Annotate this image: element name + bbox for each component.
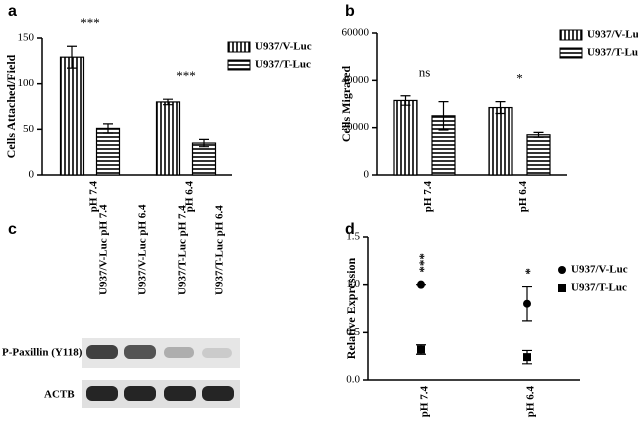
y-axis-label: Relative Expression (344, 257, 358, 359)
band (164, 347, 194, 358)
error-bar (438, 101, 449, 131)
point (417, 345, 425, 354)
panel-letter: a (8, 3, 17, 20)
bar (393, 99, 418, 176)
error-bar (163, 98, 173, 106)
error-bar (495, 101, 506, 115)
significance: * (522, 268, 537, 275)
legend-label: U937/T-Luc (571, 282, 627, 294)
y-tick-label: 1.5 (346, 231, 360, 243)
y-tick-label: 40000 (342, 74, 370, 86)
bar (488, 106, 513, 176)
point (523, 353, 531, 362)
bar (95, 127, 121, 176)
point (417, 280, 425, 289)
band (124, 345, 156, 359)
lane-label: U937/V-Luc pH 6.4 (137, 204, 149, 295)
legend-label: U937/T-Luc (587, 47, 638, 59)
legend-label: U937/V-Luc (587, 29, 638, 41)
band (86, 345, 118, 359)
y-axis-label: Cells Migrated (339, 66, 353, 143)
error-bar (103, 123, 113, 134)
y-tick-label: 0 (29, 169, 35, 181)
x-tick-label: pH 7.4 (422, 181, 434, 213)
x-tick-label: pH 6.4 (184, 181, 196, 213)
band (86, 386, 118, 401)
legend-swatch (558, 284, 566, 292)
error-bar (67, 45, 77, 69)
y-tick-label: 150 (18, 32, 35, 44)
lane-label: U937/T-Luc pH 7.4 (177, 205, 189, 295)
error-bar (533, 131, 544, 138)
bar (59, 56, 85, 176)
blot-panel: c U937/V-Luc pH 7.4 U937/V-Luc pH 6.4 U9… (2, 204, 240, 408)
y-tick-label: 60000 (342, 27, 370, 39)
y-tick-label: 0.5 (346, 326, 360, 338)
y-axis-label: Cells Attached/Field (4, 54, 18, 158)
y-tick-label: 50 (23, 123, 35, 135)
legend-label: U937/T-Luc (255, 59, 311, 71)
y-tick-label: 100 (18, 77, 35, 89)
significance: ns (419, 65, 431, 80)
y-tick-label: 0.0 (346, 374, 360, 386)
y-tick-label: 0 (364, 169, 370, 181)
row-label: ACTB (44, 389, 75, 401)
y-tick-label: 20000 (342, 121, 370, 133)
legend-swatch (559, 47, 583, 59)
band (124, 386, 156, 401)
panel-letter: d (345, 221, 355, 238)
legend-swatch (558, 266, 566, 274)
legend-swatch (227, 41, 251, 53)
legend-label: U937/V-Luc (571, 264, 628, 276)
x-tick-label: pH 6.4 (517, 181, 529, 213)
x-tick-label: pH 7.4 (88, 181, 100, 213)
error-bar (400, 95, 411, 106)
x-tick-label: pH 6.4 (525, 386, 537, 418)
band (202, 386, 234, 401)
lane-label: U937/T-Luc pH 6.4 (214, 205, 226, 295)
x-tick-label: pH 7.4 (419, 386, 431, 418)
bar (155, 101, 181, 176)
bar (526, 134, 551, 176)
significance: *** (176, 68, 196, 83)
significance: *** (80, 15, 100, 30)
significance: * (516, 71, 523, 86)
lane-label: U937/V-Luc pH 7.4 (98, 204, 110, 295)
point (523, 299, 531, 308)
y-tick-label: 1.0 (346, 278, 360, 290)
panel-letter: c (8, 221, 17, 238)
band (202, 348, 232, 358)
error-bar (199, 138, 209, 148)
legend-label: U937/V-Luc (255, 41, 312, 53)
significance: *** (416, 253, 431, 273)
legend-swatch (559, 29, 583, 41)
band (164, 386, 196, 401)
legend-swatch (227, 59, 251, 71)
bar (191, 142, 217, 176)
panel-letter: b (345, 3, 355, 20)
row-label: P-Paxillin (Y118) (2, 347, 83, 359)
